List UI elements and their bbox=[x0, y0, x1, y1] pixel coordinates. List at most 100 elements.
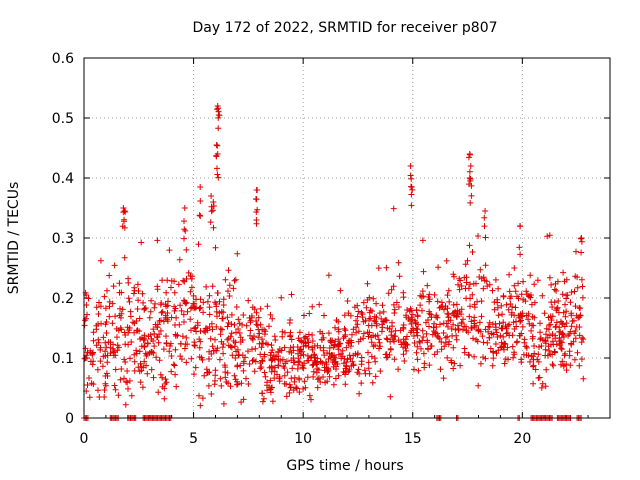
data-point bbox=[187, 288, 194, 295]
data-point bbox=[542, 352, 549, 359]
data-point bbox=[537, 336, 544, 343]
data-point bbox=[537, 329, 544, 336]
x-tick-label: 0 bbox=[80, 431, 89, 447]
data-point bbox=[528, 292, 534, 298]
data-point bbox=[369, 379, 376, 386]
data-point bbox=[549, 313, 556, 320]
data-point bbox=[198, 354, 205, 361]
data-point bbox=[111, 382, 118, 389]
data-point bbox=[268, 342, 275, 349]
data-point bbox=[176, 256, 183, 263]
data-point bbox=[468, 318, 475, 325]
data-point bbox=[164, 277, 171, 284]
data-point bbox=[370, 332, 377, 339]
data-point bbox=[235, 326, 242, 332]
data-point bbox=[214, 290, 221, 296]
data-point bbox=[466, 175, 473, 181]
data-point bbox=[460, 316, 466, 323]
data-point bbox=[486, 319, 493, 326]
data-point bbox=[219, 326, 225, 333]
data-point bbox=[160, 346, 167, 353]
data-point bbox=[314, 384, 321, 391]
data-point bbox=[527, 358, 533, 365]
data-point bbox=[335, 326, 342, 333]
data-point bbox=[458, 283, 465, 289]
data-point bbox=[341, 360, 347, 367]
data-point bbox=[350, 326, 357, 333]
data-point bbox=[247, 332, 254, 339]
data-point bbox=[500, 319, 507, 326]
data-point bbox=[187, 305, 194, 312]
data-point bbox=[521, 339, 528, 346]
data-point bbox=[413, 349, 420, 356]
y-tick-label: 0.1 bbox=[52, 351, 74, 367]
data-point bbox=[196, 305, 203, 312]
data-point bbox=[228, 344, 235, 351]
data-point bbox=[331, 359, 338, 366]
data-point bbox=[440, 330, 447, 336]
data-point bbox=[573, 248, 579, 255]
data-point bbox=[214, 171, 221, 178]
data-point bbox=[544, 334, 551, 341]
data-point bbox=[411, 333, 417, 339]
data-point bbox=[480, 285, 487, 292]
data-point bbox=[121, 254, 128, 261]
data-point bbox=[126, 325, 133, 331]
data-point bbox=[141, 343, 148, 349]
data-point bbox=[485, 328, 492, 335]
data-point bbox=[183, 299, 190, 306]
data-point bbox=[287, 344, 294, 351]
data-point bbox=[435, 264, 442, 271]
data-point bbox=[215, 114, 222, 121]
data-point bbox=[114, 334, 120, 341]
data-point bbox=[418, 345, 424, 352]
data-point bbox=[253, 196, 260, 203]
data-point bbox=[556, 338, 563, 345]
data-point bbox=[209, 207, 216, 214]
data-point bbox=[479, 333, 486, 340]
data-point bbox=[360, 299, 367, 306]
data-point bbox=[130, 290, 137, 297]
data-point bbox=[157, 371, 164, 378]
data-point bbox=[450, 344, 457, 351]
data-point bbox=[510, 319, 517, 326]
data-point bbox=[567, 362, 574, 369]
data-point bbox=[118, 326, 125, 333]
data-point bbox=[557, 361, 564, 368]
data-point bbox=[325, 272, 332, 279]
data-point bbox=[528, 327, 535, 334]
data-point bbox=[518, 356, 525, 363]
data-point bbox=[507, 301, 514, 307]
data-point bbox=[553, 305, 560, 312]
data-point bbox=[210, 347, 217, 354]
data-point bbox=[424, 282, 431, 289]
data-point bbox=[375, 265, 382, 272]
data-point bbox=[408, 191, 415, 198]
data-point bbox=[523, 344, 530, 351]
data-point bbox=[476, 319, 483, 326]
data-point bbox=[163, 379, 170, 386]
data-point bbox=[214, 313, 220, 320]
data-point bbox=[513, 339, 520, 346]
data-point bbox=[112, 366, 119, 373]
data-point bbox=[466, 181, 472, 188]
data-point bbox=[571, 330, 578, 337]
data-point bbox=[224, 336, 231, 343]
data-point bbox=[95, 311, 102, 317]
data-point bbox=[499, 311, 506, 318]
data-point bbox=[513, 323, 520, 330]
data-point bbox=[172, 371, 179, 378]
data-point bbox=[240, 396, 247, 403]
data-point bbox=[310, 361, 317, 368]
data-point bbox=[139, 290, 146, 297]
data-point bbox=[133, 347, 140, 354]
data-point bbox=[113, 325, 120, 332]
data-point bbox=[531, 299, 538, 306]
data-point bbox=[376, 310, 383, 317]
data-point bbox=[365, 322, 372, 329]
y-tick-label: 0.4 bbox=[52, 171, 74, 187]
data-point bbox=[354, 321, 361, 328]
data-point bbox=[408, 175, 415, 182]
data-point bbox=[574, 349, 581, 356]
data-point bbox=[94, 366, 101, 373]
